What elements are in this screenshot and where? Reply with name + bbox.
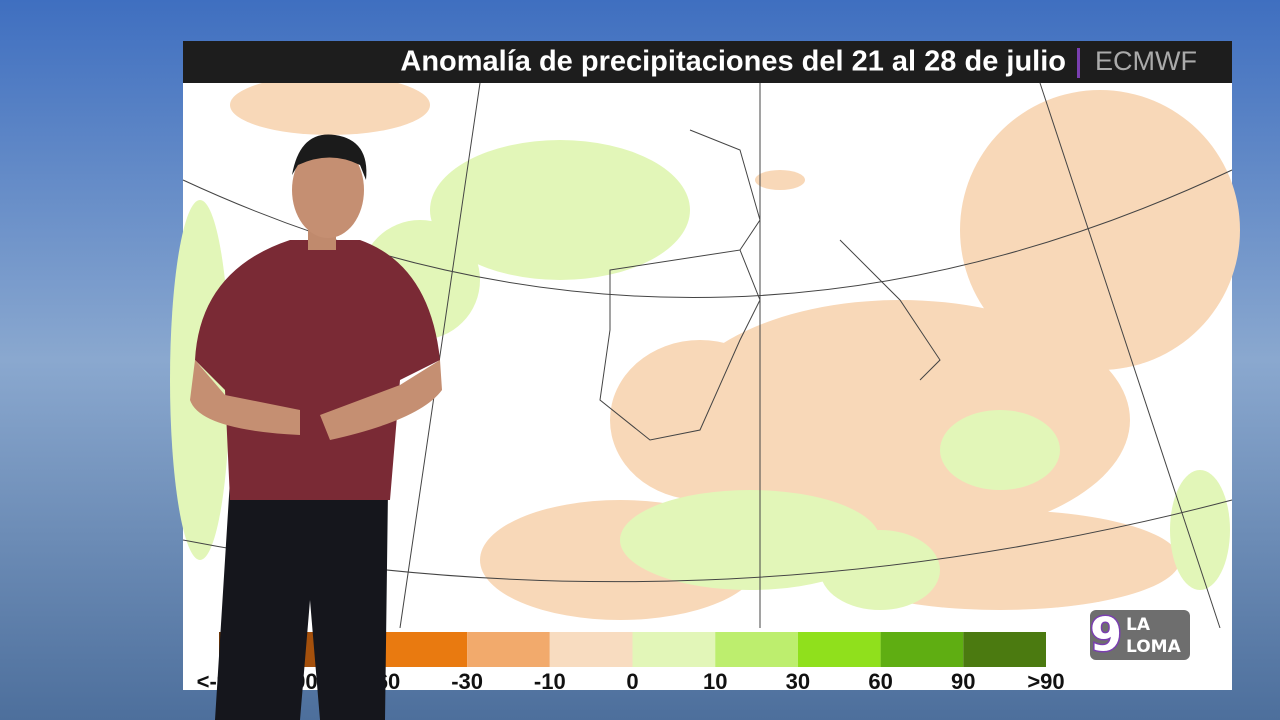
title-bar [183, 41, 1232, 83]
legend-label: 60 [868, 669, 892, 694]
logo: 9 LA LOMA [1088, 606, 1190, 663]
legend-swatch [467, 632, 550, 667]
map [170, 75, 1240, 629]
presenter [190, 134, 442, 720]
legend-label: 90 [951, 669, 975, 694]
legend-label: -10 [534, 669, 566, 694]
logo-number: 9 [1090, 608, 1122, 662]
legend-swatch [715, 632, 798, 667]
legend-label: 10 [703, 669, 727, 694]
legend-label: -30 [451, 669, 483, 694]
legend-swatch [384, 632, 468, 667]
logo-line1: LA [1126, 615, 1151, 635]
legend-label: 0 [626, 669, 638, 694]
legend-label: 30 [786, 669, 810, 694]
legend-swatch [797, 632, 881, 667]
legend-swatch [632, 632, 716, 667]
legend-swatch [549, 632, 633, 667]
separator [1077, 48, 1080, 78]
legend-label: >90 [1027, 669, 1064, 694]
title: Anomalía de precipitaciones del 21 al 28… [400, 46, 1066, 78]
legend-swatch [963, 632, 1046, 667]
logo-line2: LOMA [1126, 637, 1182, 657]
source: ECMWF [1095, 46, 1197, 76]
legend-swatch [880, 632, 964, 667]
